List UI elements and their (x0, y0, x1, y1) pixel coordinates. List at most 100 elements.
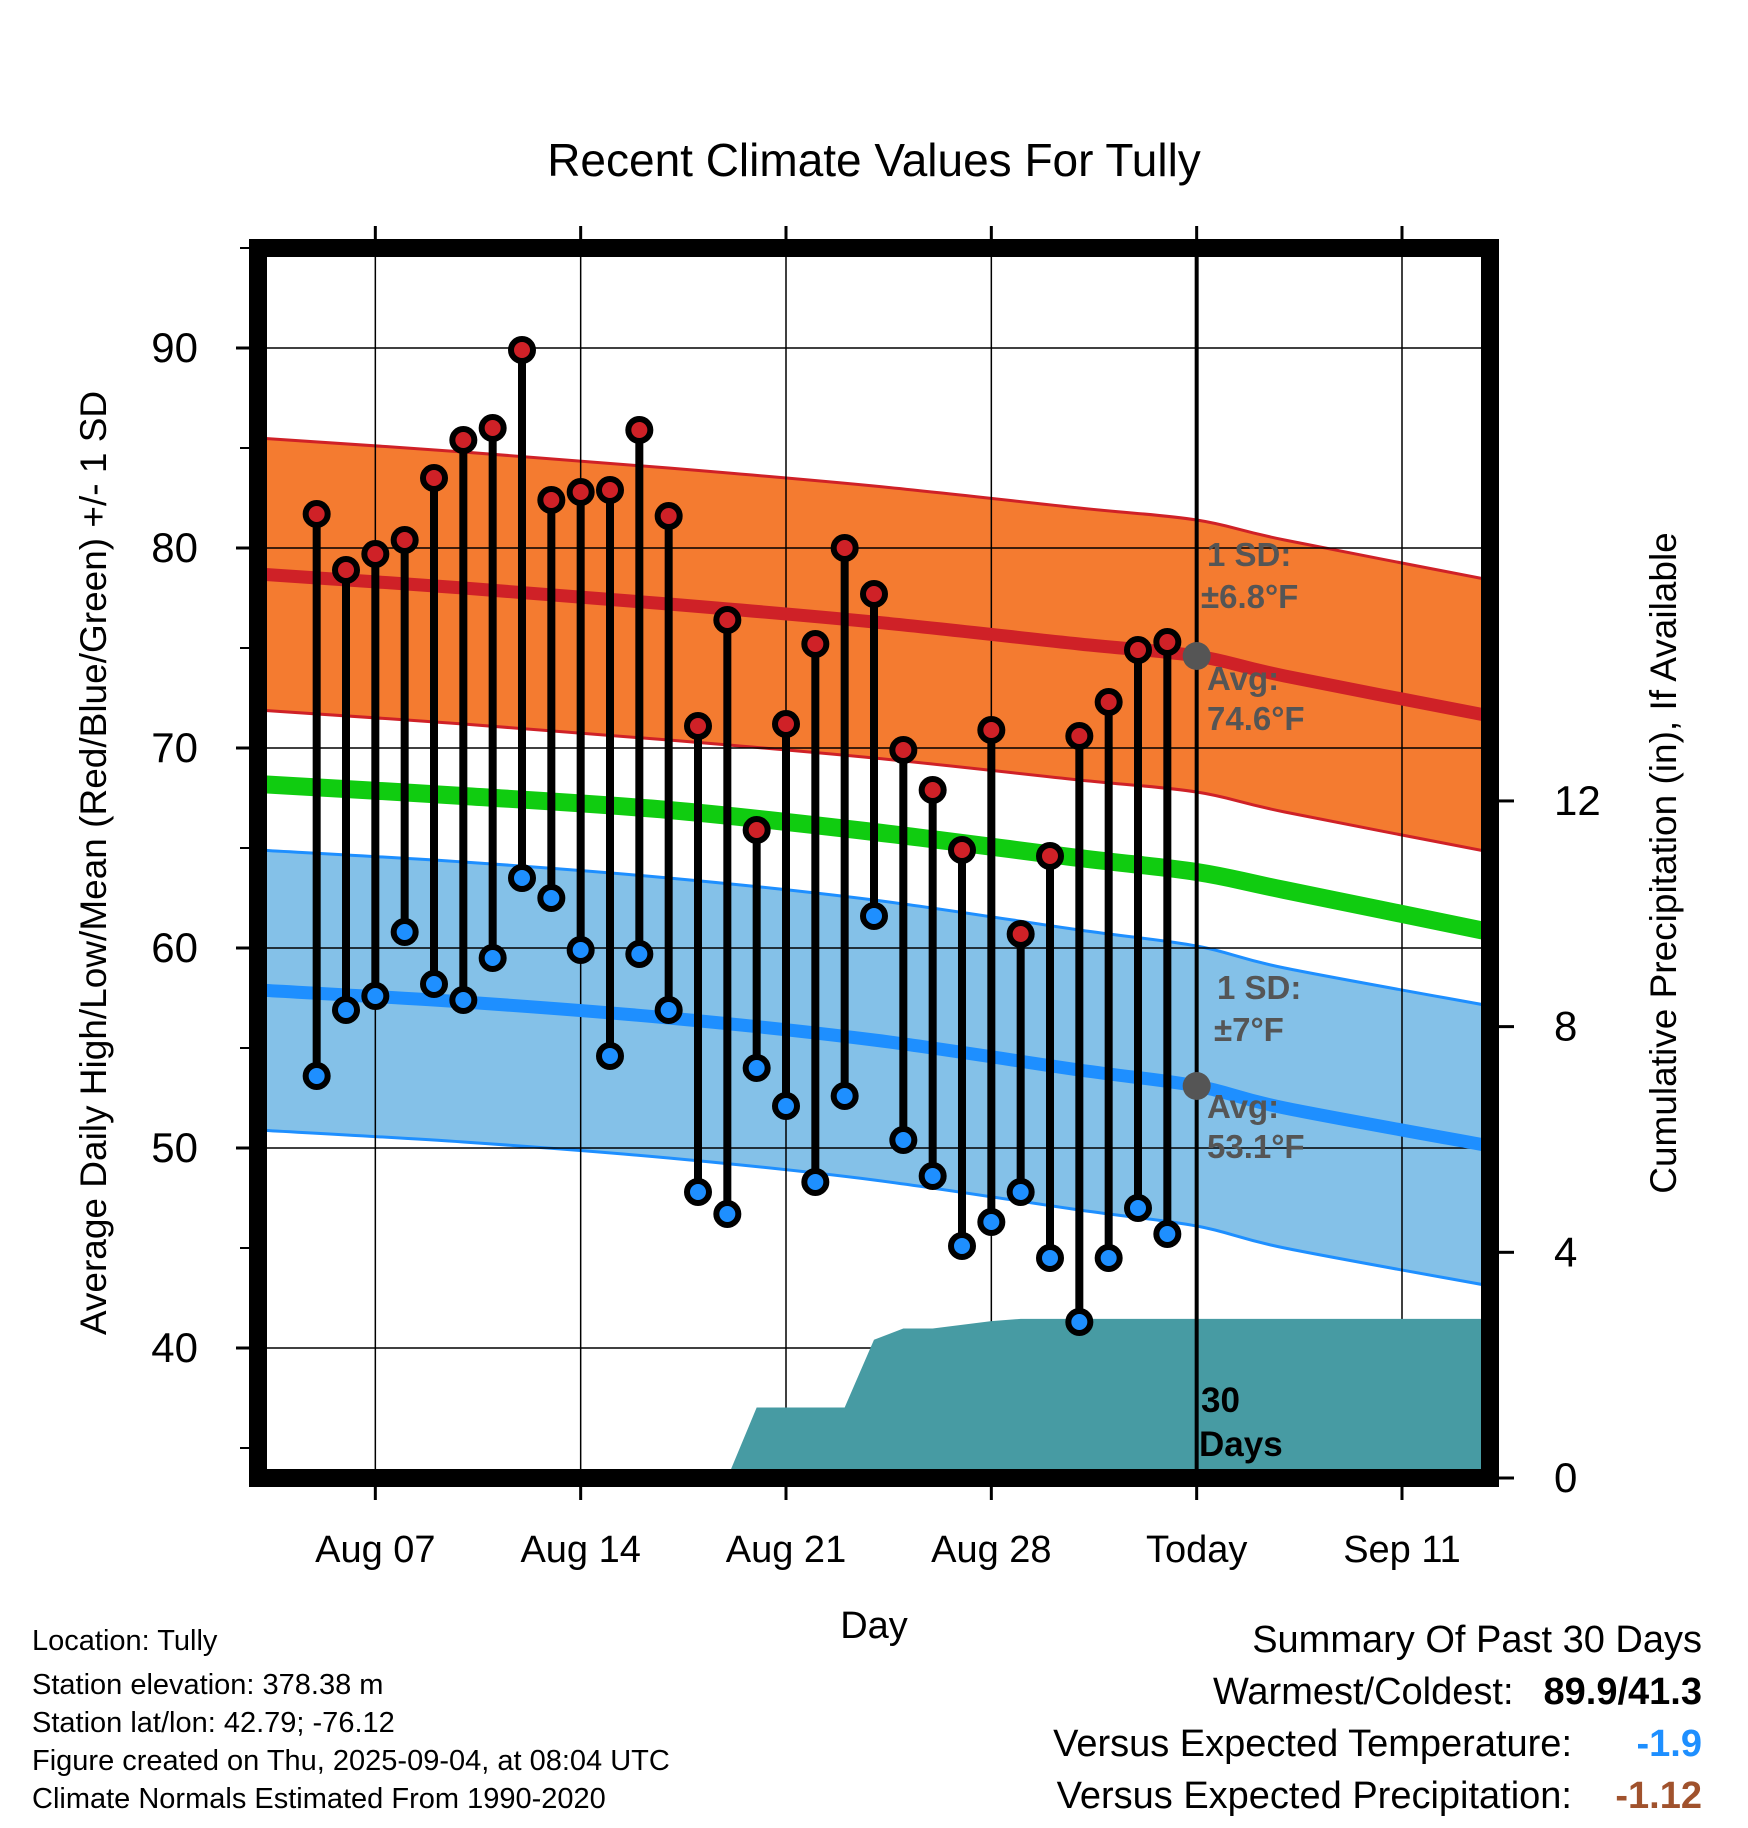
temp-vs-expected-label: Versus Expected Temperature: (1053, 1723, 1572, 1765)
latlon-text: Station lat/lon: 42.79; -76.12 (32, 1707, 395, 1739)
daily-low-point (977, 1208, 1006, 1236)
high-sd-value: ±6.8°F (1201, 578, 1298, 615)
x-tick-label: Aug 07 (315, 1529, 435, 1571)
precip-vs-expected-label: Versus Expected Precipitation: (1056, 1775, 1572, 1817)
daily-low-point (1094, 1244, 1123, 1272)
daily-low-point (830, 1082, 859, 1110)
daily-low-point (654, 996, 683, 1024)
daily-low-point (1153, 1220, 1182, 1248)
daily-high-point (742, 816, 771, 844)
daily-low-point (772, 1092, 800, 1120)
low-sd-value: ±7°F (1214, 1011, 1284, 1048)
warmest-coldest-label: Warmest/Coldest: (1212, 1671, 1514, 1713)
daily-high-point (508, 336, 536, 364)
daily-high-point (948, 836, 976, 864)
y-axis-label: Average Daily High/Low/Mean (Red/Blue/Gr… (73, 391, 114, 1335)
y-axis-left: 40 50 60 70 80 90 (151, 247, 249, 1449)
daily-low-point (361, 982, 390, 1010)
daily-low-point (1036, 1244, 1064, 1272)
warmest-coldest-value: 89.9/41.3 (1543, 1671, 1702, 1713)
daily-low-point (625, 940, 654, 968)
daily-low-point (713, 1200, 742, 1228)
daily-points (302, 336, 1182, 1336)
x-tick-label: Today (1146, 1529, 1247, 1571)
daily-low-point (302, 1062, 331, 1090)
summary-title: Summary Of Past 30 Days (1252, 1619, 1702, 1661)
high-normal-line (258, 567, 1490, 723)
daily-low-point (1124, 1194, 1152, 1222)
daily-low-point (478, 944, 507, 972)
daily-low-point (537, 884, 566, 912)
daily-low-point (889, 1126, 918, 1154)
precip-vs-expected-value: -1.12 (1615, 1775, 1702, 1817)
y2-tick-label: 12 (1554, 777, 1601, 824)
y2-tick-label: 0 (1554, 1454, 1577, 1501)
normals-text: Climate Normals Estimated From 1990-2020 (32, 1783, 606, 1815)
high-avg-label: Avg: (1207, 660, 1279, 697)
x-tick-label: Aug 14 (520, 1529, 640, 1571)
daily-low-point (684, 1178, 712, 1206)
daily-low-point (420, 970, 448, 998)
daily-high-point (566, 478, 595, 506)
plot-frame (249, 239, 1499, 1487)
y-tick-label: 90 (151, 324, 198, 371)
mean-normal-line (258, 775, 1490, 941)
y-tick-label: 70 (151, 724, 198, 771)
elevation-text: Station elevation: 378.38 m (32, 1669, 384, 1701)
y2-tick-label: 8 (1554, 1003, 1577, 1050)
days-word: Days (1199, 1425, 1283, 1464)
daily-low-point (390, 918, 419, 946)
daily-high-point (1124, 636, 1152, 664)
x-tick-label: Aug 21 (726, 1529, 846, 1571)
y2-tick-label: 4 (1554, 1228, 1577, 1275)
station-info: Location: Tully Station elevation: 378.3… (32, 1624, 670, 1816)
daily-high-point (772, 710, 800, 738)
y-axis-right: 0 4 8 12 (1499, 777, 1601, 1501)
daily-high-point (918, 776, 947, 804)
x-axis: Aug 07 Aug 14 Aug 21 Aug 28 Today Sep 11 (315, 226, 1461, 1571)
daily-high-point (449, 426, 478, 454)
daily-high-point (390, 526, 419, 554)
temp-vs-expected-value: -1.9 (1636, 1723, 1702, 1765)
low-band-upper-edge (258, 848, 1490, 1008)
daily-low-point (508, 864, 536, 892)
daily-high-point (654, 502, 683, 530)
daily-high-point (1036, 842, 1064, 870)
daily-low-point (596, 1042, 624, 1070)
daily-high-point (537, 486, 566, 514)
daily-high-point (801, 630, 830, 658)
daily-high-point (1006, 920, 1035, 948)
low-band-lower-edge (258, 1128, 1490, 1288)
daily-high-point (860, 580, 888, 608)
chart-title: Recent Climate Values For Tully (547, 134, 1201, 186)
daily-high-point (478, 414, 507, 442)
created-text: Figure created on Thu, 2025-09-04, at 08… (32, 1745, 670, 1777)
days-number: 30 (1201, 1381, 1240, 1420)
precipitation-area (668, 1318, 1490, 1478)
summary-panel: Summary Of Past 30 Days Warmest/Coldest:… (1053, 1618, 1702, 1818)
x-tick-label: Sep 11 (1343, 1529, 1461, 1571)
daily-high-point (977, 716, 1006, 744)
daily-low-point (332, 996, 360, 1024)
daily-high-point (361, 540, 390, 568)
today-low-marker (1182, 1072, 1211, 1100)
x-tick-label: Aug 28 (931, 1529, 1051, 1571)
daily-high-point (302, 500, 331, 528)
daily-high-point (596, 476, 624, 504)
daily-low-point (860, 902, 888, 930)
daily-high-point (1065, 722, 1094, 750)
daily-high-point (1153, 628, 1182, 656)
daily-high-point (420, 464, 448, 492)
low-avg-label: Avg: (1207, 1088, 1279, 1125)
y-tick-label: 50 (151, 1124, 198, 1171)
daily-stems (312, 350, 1172, 1322)
y2-axis-label: Cumulative Precipitation (in), If Availa… (1643, 532, 1684, 1194)
location-text: Location: Tully (32, 1625, 218, 1657)
daily-low-point (1065, 1308, 1094, 1336)
daily-low-point (449, 986, 478, 1014)
daily-high-point (332, 556, 360, 584)
daily-low-point (801, 1168, 830, 1196)
